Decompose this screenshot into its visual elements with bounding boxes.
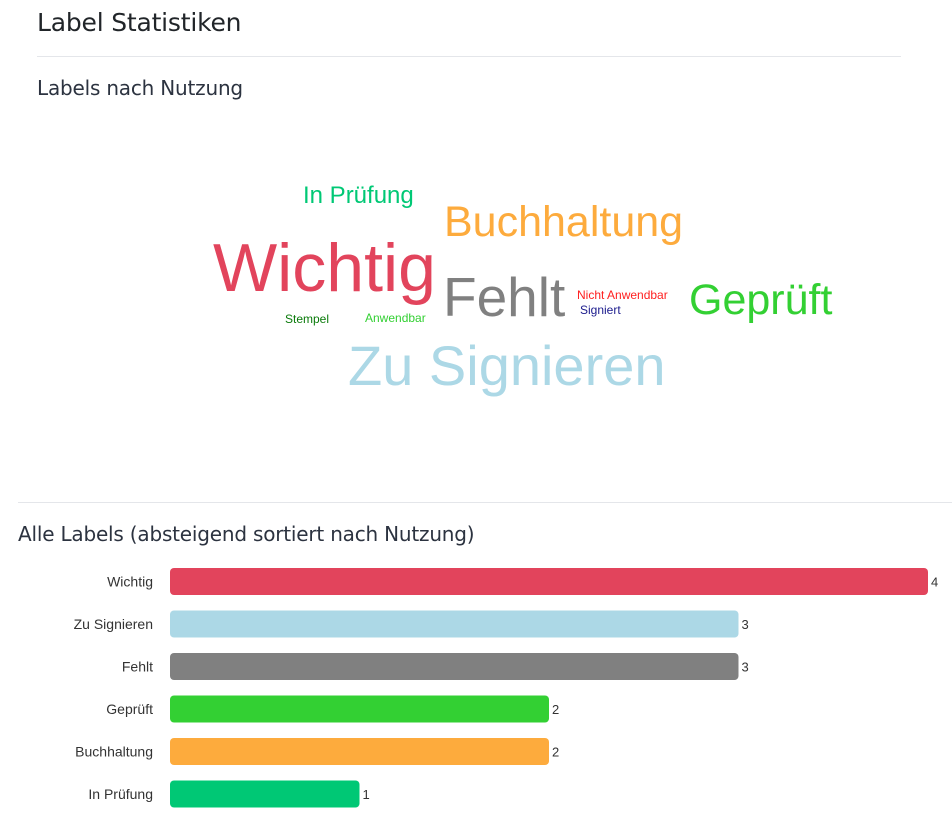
section-divider: [18, 502, 952, 503]
bar-value-label-wichtig: 4: [931, 575, 938, 590]
bar-buchhaltung: [170, 738, 549, 765]
title-divider: [37, 56, 901, 57]
cloud-word-nicht-anwendbar: Nicht Anwendbar: [577, 288, 668, 302]
bar-category-label-in-pruefung: In Prüfung: [88, 786, 153, 802]
bar-category-label-wichtig: Wichtig: [107, 574, 153, 590]
bar-category-label-fehlt: Fehlt: [122, 659, 153, 675]
bar-category-label-geprueft: Geprüft: [106, 701, 153, 717]
bar-fehlt: [170, 653, 739, 680]
cloud-word-signiert: Signiert: [580, 303, 621, 317]
bar-category-label-zu-signieren: Zu Signieren: [74, 616, 153, 632]
bar-geprueft: [170, 695, 549, 723]
cloud-word-stempel: Stempel: [285, 312, 330, 326]
bar-value-label-zu-signieren: 3: [742, 617, 749, 632]
all-labels-section-title: Alle Labels (absteigend sortiert nach Nu…: [18, 522, 475, 546]
cloud-word-buchhaltung: Buchhaltung: [444, 198, 684, 246]
cloud-word-geprueft: Geprüft: [689, 276, 833, 324]
cloud-word-zu-signieren: Zu Signieren: [348, 334, 666, 397]
page-title: Label Statistiken: [37, 8, 242, 37]
bar-value-label-buchhaltung: 2: [552, 745, 559, 760]
bar-value-label-geprueft: 2: [552, 702, 559, 717]
cloud-word-fehlt: Fehlt: [443, 266, 566, 328]
bar-category-label-buchhaltung: Buchhaltung: [75, 744, 153, 760]
bar-zu-signieren: [170, 610, 739, 638]
bar-value-label-in-pruefung: 1: [363, 787, 370, 802]
bar-wichtig: [170, 568, 928, 595]
bar-in-pruefung: [170, 780, 360, 808]
bar-value-label-fehlt: 3: [742, 660, 749, 675]
cloud-word-anwendbar: Anwendbar: [365, 311, 426, 325]
labels-bar-chart: Wichtig 4 Zu Signieren 3 Fehlt 3 Geprüft 2 Buchh…: [74, 568, 938, 808]
usage-section-title: Labels nach Nutzung: [37, 76, 243, 100]
cloud-word-in-pruefung: In Prüfung: [303, 182, 414, 209]
cloud-word-wichtig: Wichtig: [213, 230, 436, 306]
